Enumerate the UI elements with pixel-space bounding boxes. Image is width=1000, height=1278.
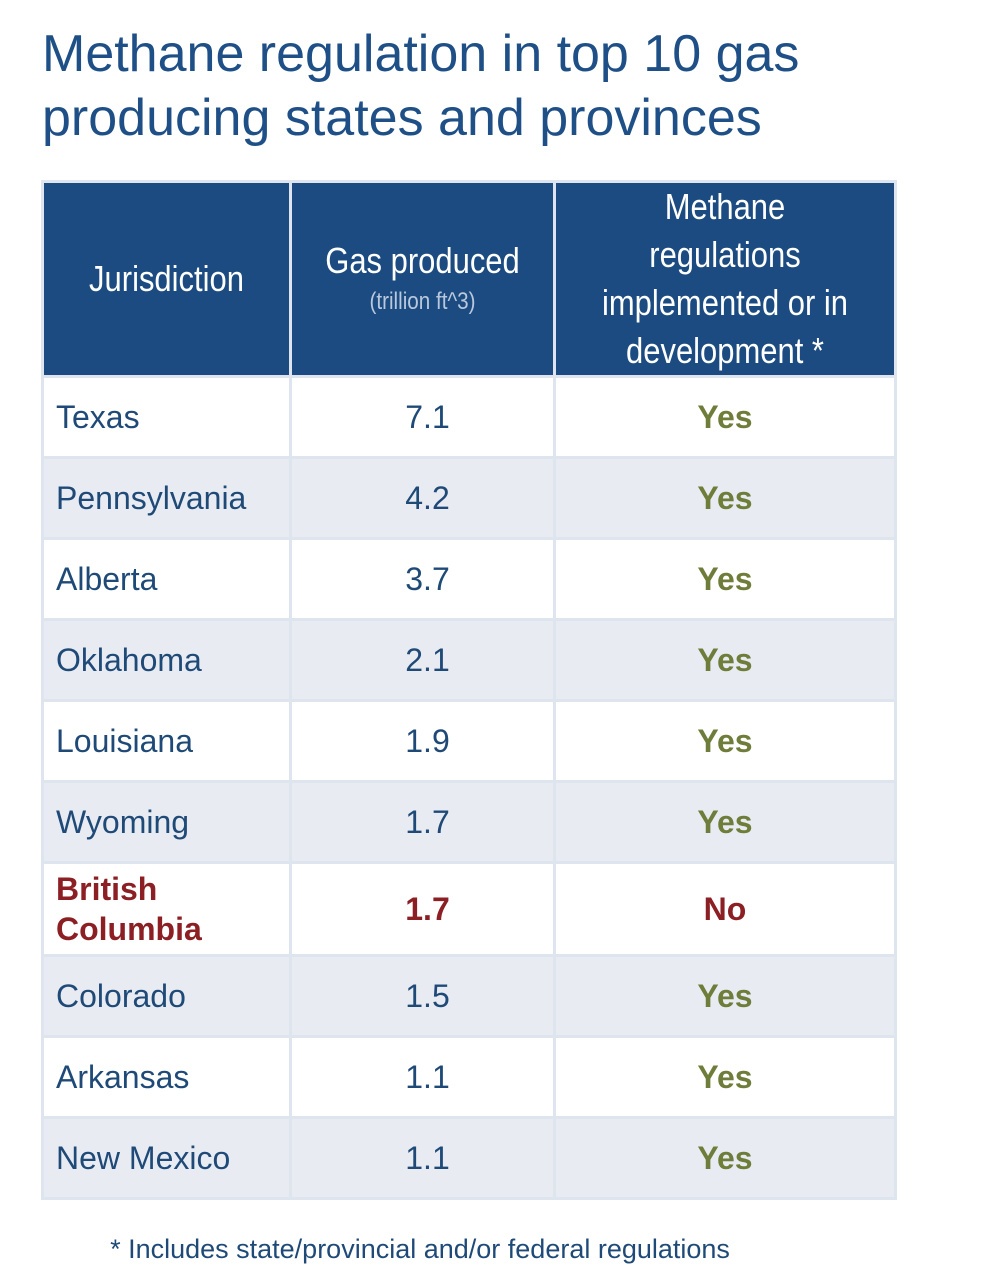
- chart-title-line-2: producing states and provinces: [42, 89, 762, 147]
- cell-regulation-status: Yes: [553, 1035, 897, 1119]
- cell-regulation-status: Yes: [553, 537, 897, 621]
- table-row-colorado: Colorado 1.5 Yes: [41, 954, 897, 1038]
- cell-regulation-status: Yes: [553, 780, 897, 864]
- cell-jurisdiction: Wyoming: [41, 780, 292, 864]
- cell-regulation-status: No: [553, 861, 897, 957]
- methane-regulation-table: Jurisdiction Gas produced (trillion ft^3…: [41, 180, 897, 1200]
- cell-jurisdiction: New Mexico: [41, 1116, 292, 1200]
- cell-jurisdiction: Oklahoma: [41, 618, 292, 702]
- table-row-arkansas: Arkansas 1.1 Yes: [41, 1035, 897, 1119]
- cell-gas-produced: 7.1: [289, 375, 556, 459]
- header-gas-produced-label: Gas produced: [325, 240, 520, 281]
- header-methane-line-1: Methane regulations: [649, 186, 801, 275]
- cell-jurisdiction: Alberta: [41, 537, 292, 621]
- header-gas-produced-unit: (trillion ft^3): [369, 288, 476, 315]
- chart-title-line-1: Methane regulation in top 10 gas: [42, 25, 800, 83]
- header-methane-line-2: implemented or in: [601, 282, 849, 323]
- cell-gas-produced: 1.1: [289, 1035, 556, 1119]
- table-row-oklahoma: Oklahoma 2.1 Yes: [41, 618, 897, 702]
- table-row-texas: Texas 7.1 Yes: [41, 375, 897, 459]
- header-methane-regulations: Methane regulations implemented or in de…: [553, 180, 897, 378]
- cell-regulation-status: Yes: [553, 375, 897, 459]
- cell-jurisdiction: Colorado: [41, 954, 292, 1038]
- cell-jurisdiction: British Columbia: [41, 861, 292, 957]
- cell-gas-produced: 1.7: [289, 780, 556, 864]
- table-row-alberta: Alberta 3.7 Yes: [41, 537, 897, 621]
- cell-gas-produced: 1.9: [289, 699, 556, 783]
- footnote: * Includes state/provincial and/or feder…: [110, 1234, 730, 1264]
- table-row-new-mexico: New Mexico 1.1 Yes: [41, 1116, 897, 1200]
- methane-regulation-table-wrapper: Jurisdiction Gas produced (trillion ft^3…: [41, 180, 897, 1200]
- cell-gas-produced: 1.1: [289, 1116, 556, 1200]
- cell-gas-produced: 2.1: [289, 618, 556, 702]
- cell-jurisdiction: Arkansas: [41, 1035, 292, 1119]
- chart-title: Methane regulation in top 10 gas produci…: [42, 22, 942, 150]
- cell-jurisdiction: Louisiana: [41, 699, 292, 783]
- header-jurisdiction-label: Jurisdiction: [89, 258, 244, 299]
- header-methane-line-3: development *: [626, 330, 824, 371]
- cell-regulation-status: Yes: [553, 618, 897, 702]
- cell-jurisdiction: Texas: [41, 375, 292, 459]
- table-row-british-columbia: British Columbia 1.7 No: [41, 861, 897, 957]
- cell-regulation-status: Yes: [553, 954, 897, 1038]
- cell-regulation-status: Yes: [553, 699, 897, 783]
- cell-gas-produced: 1.7: [289, 861, 556, 957]
- cell-gas-produced: 4.2: [289, 456, 556, 540]
- header-jurisdiction: Jurisdiction: [41, 180, 292, 378]
- table-row-wyoming: Wyoming 1.7 Yes: [41, 780, 897, 864]
- table-row-louisiana: Louisiana 1.9 Yes: [41, 699, 897, 783]
- table-row-pennsylvania: Pennsylvania 4.2 Yes: [41, 456, 897, 540]
- cell-jurisdiction: Pennsylvania: [41, 456, 292, 540]
- cell-jurisdiction-line-2: Columbia: [56, 911, 202, 947]
- cell-regulation-status: Yes: [553, 456, 897, 540]
- cell-gas-produced: 3.7: [289, 537, 556, 621]
- table-header-row: Jurisdiction Gas produced (trillion ft^3…: [41, 180, 897, 378]
- cell-gas-produced: 1.5: [289, 954, 556, 1038]
- cell-regulation-status: Yes: [553, 1116, 897, 1200]
- header-gas-produced: Gas produced (trillion ft^3): [289, 180, 556, 378]
- cell-jurisdiction-line-1: British: [56, 871, 158, 907]
